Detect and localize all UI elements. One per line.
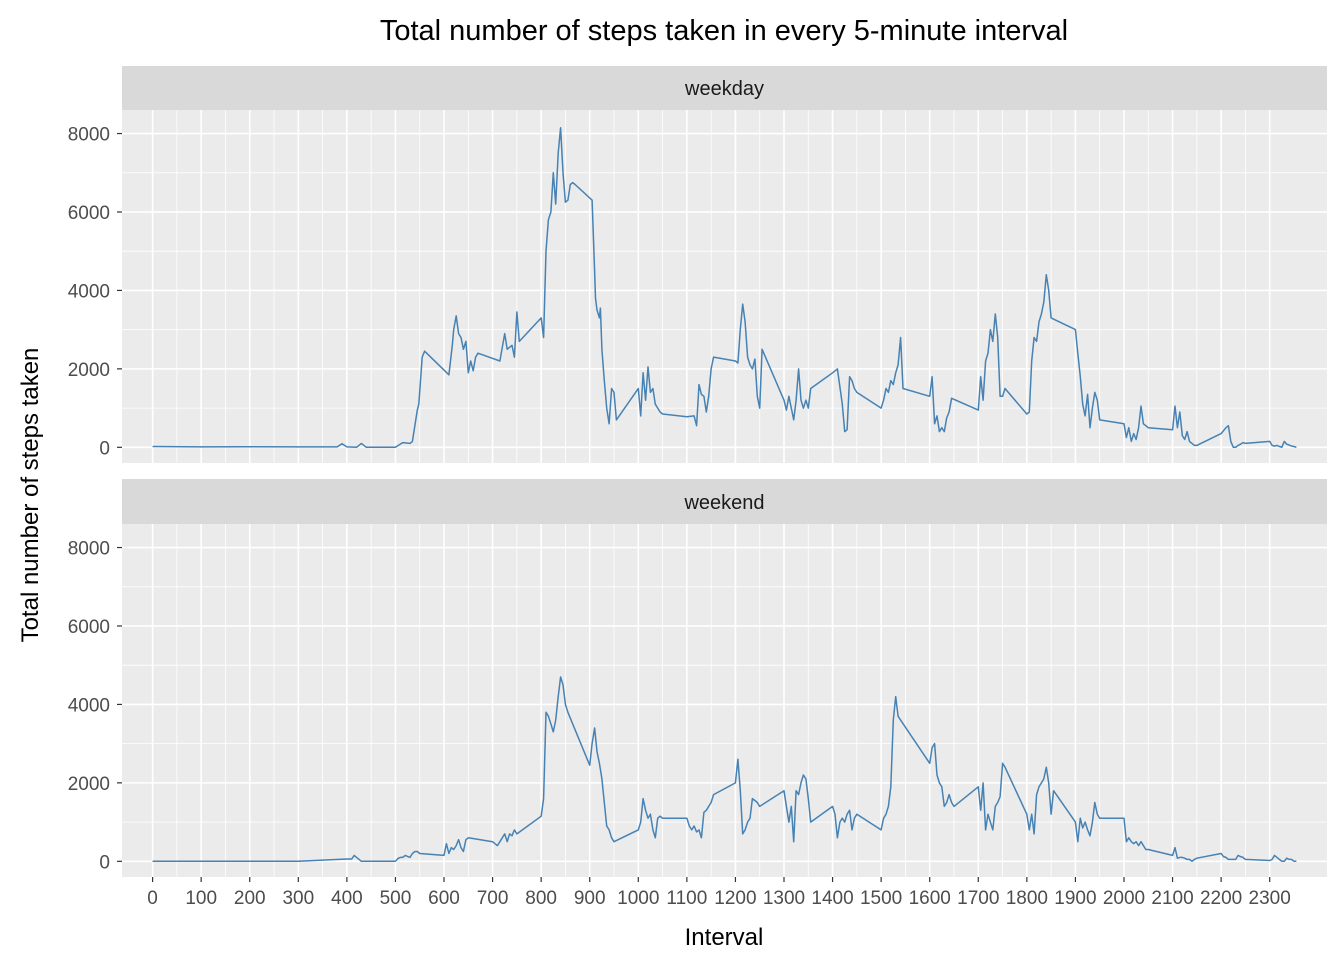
x-tick-label: 2000 [1103,888,1145,909]
y-tick-label: 4000 [68,281,110,302]
series-line-weekday [152,126,1297,449]
x-tick-label: 600 [428,888,460,909]
x-axis: 0 100 200 300 400 500 600 700 800 900 1000 1100 1200… [147,877,1291,909]
y-tick-label: 6000 [68,203,110,224]
y-tick-label: 6000 [68,617,110,638]
y-tick-label: 0 [99,852,110,873]
x-tick-label: 100 [185,888,217,909]
y-axis-title: Total number of steps taken [17,348,44,643]
x-tick-label: 1400 [811,888,853,909]
x-tick-label: 2300 [1249,888,1291,909]
y-tick-label: 4000 [68,695,110,716]
x-tick-label: 2100 [1151,888,1193,909]
x-tick-label: 200 [234,888,266,909]
y-tick-label: 8000 [68,539,110,560]
strip-label-weekend: weekend [683,492,764,514]
gridlines [122,524,1327,877]
x-tick-label: 1700 [957,888,999,909]
x-tick-label: 1200 [714,888,756,909]
y-axis: 0 2000 4000 6000 8000 [68,125,122,459]
series-line-weekend [152,676,1297,863]
x-tick-label: 0 [147,888,158,909]
gridlines [122,110,1327,463]
x-tick-label: 1100 [666,888,707,909]
x-tick-label: 1500 [860,888,902,909]
y-tick-label: 2000 [68,360,110,381]
x-tick-label: 2200 [1200,888,1242,909]
series-layer [152,676,1297,863]
x-tick-label: 400 [331,888,363,909]
x-tick-label: 900 [574,888,606,909]
chart-title: Total number of steps taken in every 5-m… [380,15,1068,47]
x-tick-label: 800 [525,888,557,909]
y-tick-label: 8000 [68,125,110,146]
panel-weekend: weekend 0 2000 4000 6000 8000 [68,479,1327,877]
x-tick-label: 1300 [763,888,805,909]
x-tick-label: 1600 [909,888,951,909]
x-tick-label: 1900 [1054,888,1096,909]
series-layer [152,126,1297,449]
x-tick-label: 300 [282,888,314,909]
y-tick-label: 0 [99,438,110,459]
x-tick-label: 1800 [1006,888,1048,909]
panel-background [122,110,1327,463]
strip-label-weekday: weekday [684,78,764,100]
y-axis: 0 2000 4000 6000 8000 [68,539,122,873]
x-tick-label: 500 [380,888,412,909]
strip-background [122,479,1327,524]
strip-background [122,66,1327,110]
panel-background [122,524,1327,877]
x-tick-label: 700 [477,888,509,909]
x-tick-label: 1000 [617,888,659,909]
y-tick-label: 2000 [68,774,110,795]
x-axis-title: Interval [685,924,764,951]
panel-weekday: weekday 0 2000 4000 6000 8000 [68,66,1327,463]
